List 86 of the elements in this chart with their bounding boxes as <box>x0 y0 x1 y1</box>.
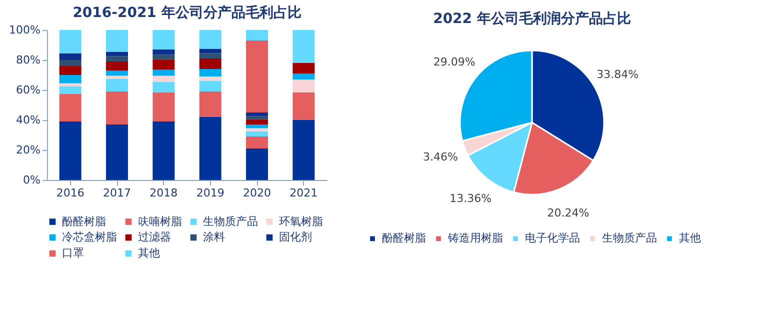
bar <box>106 52 128 56</box>
bar <box>292 74 315 80</box>
bar <box>152 76 175 82</box>
legend-label: 呋喃树脂 <box>138 214 182 228</box>
data-label: 29.09% <box>433 56 476 69</box>
bar <box>199 92 222 117</box>
legend-label: 电子化学品 <box>525 232 580 245</box>
legend-label: 生物质产品 <box>602 232 657 245</box>
x-tick-label: 2017 <box>103 186 131 200</box>
bar <box>292 120 315 180</box>
bar <box>199 30 222 49</box>
bar <box>59 75 82 84</box>
bar <box>152 50 175 55</box>
bar <box>59 122 82 180</box>
bar <box>152 59 175 70</box>
bar <box>106 62 128 70</box>
bar <box>106 30 128 52</box>
legend-label: 固化剂 <box>279 230 312 244</box>
bar <box>199 81 222 92</box>
bar <box>199 76 222 81</box>
legend-label: 生物质产品 <box>203 214 258 228</box>
bar <box>106 92 128 124</box>
bar <box>292 63 315 74</box>
legend-label: 酚醛树脂 <box>382 232 426 245</box>
bar <box>199 53 222 58</box>
bar <box>106 78 128 92</box>
legend-label: 环氧树脂 <box>279 214 323 228</box>
bar <box>59 53 82 60</box>
bar <box>246 30 268 40</box>
x-tick-label: 2016 <box>56 186 84 200</box>
chart-title: 2016-2021 年公司分产品毛利占比 <box>72 4 302 21</box>
bar <box>106 124 128 180</box>
bar <box>246 131 268 136</box>
legend-label: 过滤器 <box>138 230 171 244</box>
bar <box>246 112 268 116</box>
data-label: 20.24% <box>547 206 590 220</box>
bar <box>246 136 268 148</box>
legend-label: 其他 <box>138 246 160 260</box>
x-tick-label: 2019 <box>196 186 224 200</box>
legend-label: 冷芯盒树脂 <box>62 230 117 244</box>
bar <box>152 54 175 60</box>
bar <box>59 30 82 54</box>
bar <box>59 83 82 86</box>
bar <box>199 69 222 76</box>
legend-label: 酚醛树脂 <box>62 214 106 228</box>
bar <box>246 128 268 132</box>
x-tick-label: 2018 <box>150 186 178 200</box>
y-tick-label: 0% <box>23 174 40 186</box>
data-label: 3.46% <box>423 150 458 164</box>
bar <box>292 80 315 92</box>
bar <box>106 56 128 62</box>
bar <box>246 116 268 120</box>
bar <box>152 30 175 50</box>
bar <box>246 148 268 180</box>
bar <box>152 82 175 92</box>
chart-title: 2022 年公司毛利润分产品占比 <box>433 10 631 27</box>
data-label: 13.36% <box>450 192 492 205</box>
y-tick-label: 80% <box>16 54 40 66</box>
bar <box>59 94 82 122</box>
x-tick-label: 2021 <box>290 186 318 200</box>
bar <box>246 119 268 124</box>
y-tick-label: 40% <box>16 114 40 126</box>
y-tick-label: 20% <box>16 144 40 156</box>
bar <box>152 122 175 180</box>
bar <box>59 66 82 75</box>
legend-label: 铸造用树脂 <box>447 232 503 245</box>
bar <box>199 58 222 69</box>
bar <box>59 60 82 66</box>
bar <box>106 70 128 76</box>
bar <box>292 30 315 63</box>
bar <box>152 92 175 122</box>
y-tick-label: 100% <box>9 24 40 36</box>
data-label: 33.84% <box>596 68 639 81</box>
legend-label: 涂料 <box>203 230 225 244</box>
bar <box>152 70 175 76</box>
y-tick-label: 60% <box>16 84 40 96</box>
bar <box>106 76 128 79</box>
bar <box>59 86 82 94</box>
legend-label: 其他 <box>679 232 701 245</box>
legend-label: 口罩 <box>62 246 84 260</box>
bar <box>292 92 315 120</box>
bar <box>246 124 268 128</box>
bar <box>199 48 222 54</box>
bar <box>199 117 222 180</box>
bar <box>246 40 268 112</box>
x-tick-label: 2020 <box>243 186 271 200</box>
